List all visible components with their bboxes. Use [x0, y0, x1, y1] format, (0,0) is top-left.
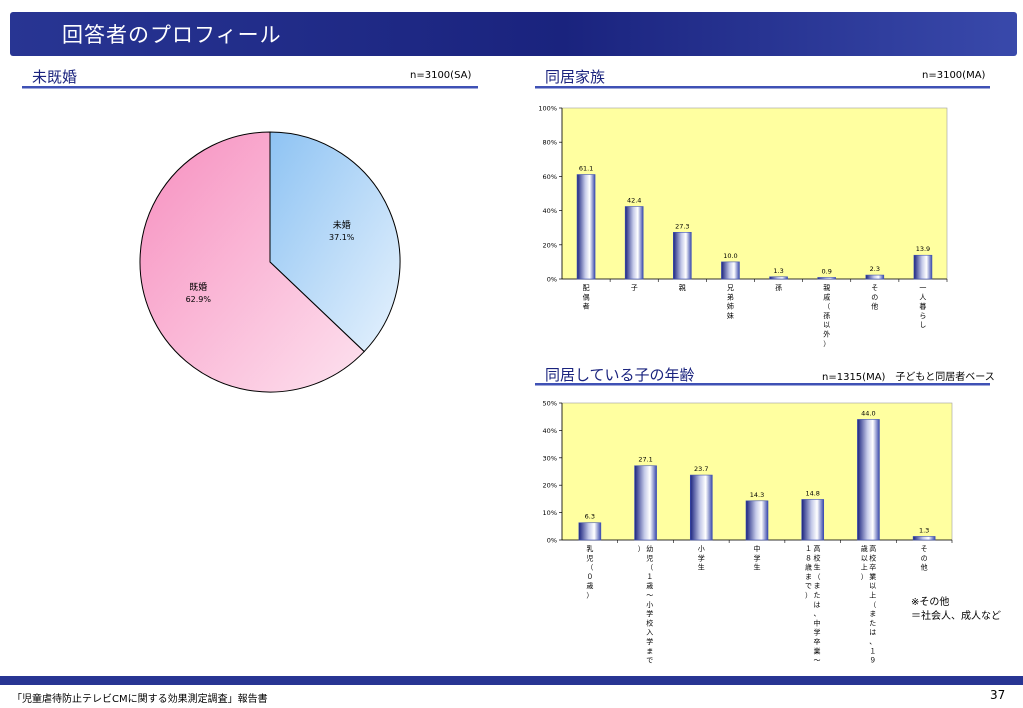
x-tick-label: 幼児（１歳～小学校入学まで）	[638, 544, 654, 665]
pie-section-rule	[22, 86, 478, 89]
bar	[769, 276, 788, 280]
bar	[801, 499, 825, 541]
bar-value-label: 10.0	[723, 252, 737, 260]
x-tick-label: その他	[921, 545, 928, 572]
pie-chart: 未婚 37.1% 既婚 62.9%	[139, 131, 401, 393]
household-section-title: 同居家族	[545, 68, 606, 86]
page-number: 37	[990, 688, 1006, 702]
pie-section-title: 未既婚	[32, 68, 78, 86]
bar	[865, 274, 885, 280]
childage-section-rule	[535, 383, 990, 386]
bar	[913, 254, 933, 280]
x-tick-label: 一人暮らし	[919, 284, 926, 329]
y-tick-label: 50%	[543, 400, 557, 408]
y-tick-label: 0%	[547, 537, 557, 545]
bar-value-label: 42.4	[627, 196, 641, 204]
bar-value-label: 2.3	[870, 265, 880, 273]
pie-slice-label: 既婚	[189, 281, 207, 293]
bar	[857, 419, 880, 541]
y-tick-label: 80%	[543, 139, 557, 147]
pie-slice	[139, 131, 365, 393]
household-bar-chart: 0% 20% 40% 60% 80% 100% 61.1 配偶者 42.4 子 27.3 親 10.0 兄…	[538, 105, 948, 348]
pie-slice-value: 37.1%	[329, 233, 355, 242]
pie-slice	[269, 131, 401, 353]
x-tick-label: 親戚（孫以外）	[823, 283, 830, 348]
x-tick-label: 孫	[775, 283, 782, 292]
x-tick-label: その他	[871, 284, 878, 311]
y-tick-label: 10%	[543, 509, 557, 517]
pie-section-note: n=3100(SA)	[410, 70, 472, 81]
childage-section-note: n=1315(MA) 子どもと同居者ベース	[822, 372, 995, 383]
childage-bar-chart: 0% 10% 20% 30% 40% 50% 6.3 乳児（０歳） 27.1 幼児（１歳～小学校入…	[543, 400, 953, 665]
title-bar: 回答者のプロフィール	[10, 12, 1017, 56]
household-section-rule	[535, 86, 990, 89]
x-tick-label: 中学生	[754, 544, 761, 572]
bar	[745, 500, 769, 541]
x-tick-label: 乳児（０歳）	[586, 544, 593, 600]
pie-slice-value: 62.9%	[186, 295, 212, 304]
bar-value-label: 14.8	[805, 489, 819, 497]
y-tick-label: 60%	[543, 173, 557, 181]
x-tick-label: 小学生	[698, 544, 705, 572]
y-tick-label: 20%	[543, 241, 557, 249]
y-tick-label: 0%	[547, 276, 557, 284]
bar-value-label: 13.9	[916, 245, 930, 253]
x-tick-label: 親	[679, 283, 686, 292]
y-tick-label: 40%	[543, 207, 557, 215]
bar	[912, 536, 936, 541]
bar-value-label: 27.3	[675, 222, 689, 230]
y-tick-label: 30%	[543, 454, 557, 462]
plot-area	[561, 107, 948, 280]
childage-section-title: 同居している子の年齢	[545, 366, 695, 384]
bar-value-label: 61.1	[579, 165, 593, 173]
x-tick-label: 高校卒業以上（または、１９歳以上）	[861, 544, 877, 665]
bar	[578, 522, 602, 541]
bar	[721, 261, 740, 280]
y-tick-label: 100%	[538, 105, 557, 113]
bar-value-label: 1.3	[773, 267, 783, 275]
bar-value-label: 14.3	[750, 491, 764, 499]
bar	[689, 474, 713, 541]
bar	[624, 206, 644, 280]
bar	[576, 174, 596, 280]
x-tick-label: 兄弟姉妹	[727, 284, 734, 320]
x-tick-label: 子	[631, 284, 638, 292]
y-tick-label: 40%	[543, 427, 557, 435]
bar-value-label: 0.9	[822, 267, 832, 275]
footnote-line: ＝社会人、成人など	[911, 611, 1001, 622]
bar-value-label: 23.7	[694, 465, 708, 473]
bar	[673, 232, 692, 280]
footnote: ※その他 ＝社会人、成人など	[911, 596, 1001, 624]
footer-text: 「児童虐待防止テレビCMに関する効果測定調査」報告書	[12, 694, 268, 705]
bar-value-label: 6.3	[585, 513, 595, 521]
bar-value-label: 44.0	[861, 409, 875, 417]
bar-value-label: 1.3	[919, 526, 929, 534]
bar	[634, 465, 657, 541]
y-tick-label: 20%	[543, 482, 557, 490]
bar-value-label: 27.1	[638, 456, 652, 464]
footer-bar	[0, 676, 1023, 685]
footnote-line: ※その他	[911, 597, 950, 608]
page-title: 回答者のプロフィール	[62, 23, 282, 47]
household-section-note: n=3100(MA)	[922, 70, 986, 81]
x-tick-label: 高校生（または、中学卒業～１８歳まで）	[805, 544, 821, 665]
x-tick-label: 配偶者	[583, 284, 590, 311]
pie-slice-label: 未婚	[333, 219, 351, 231]
bar	[817, 277, 836, 280]
